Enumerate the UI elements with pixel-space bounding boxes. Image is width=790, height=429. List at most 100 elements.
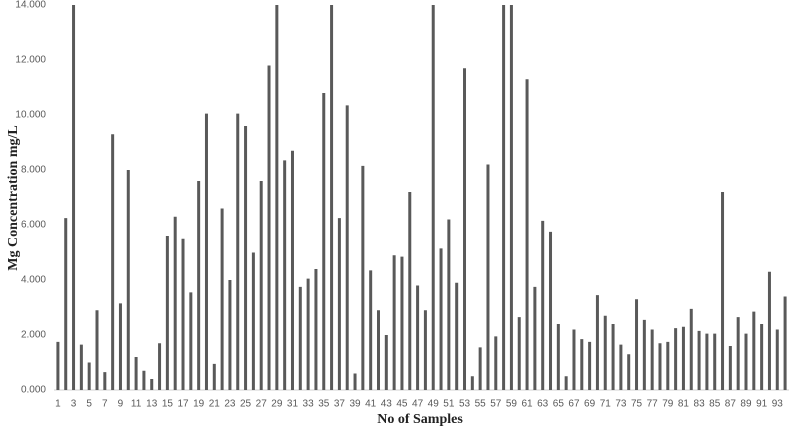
x-tick-label: 37 [334, 399, 346, 410]
x-tick-label: 53 [459, 399, 471, 410]
bar [259, 181, 263, 390]
bar [752, 311, 756, 390]
bar [478, 347, 482, 390]
bar [533, 286, 537, 390]
bar [64, 218, 68, 390]
bar [494, 336, 498, 390]
bar [165, 236, 169, 390]
bar [158, 343, 162, 390]
bar [549, 231, 553, 390]
x-tick-label: 33 [303, 399, 315, 410]
bar [126, 170, 130, 390]
bar [369, 270, 373, 390]
bar [392, 255, 396, 390]
bar [189, 292, 193, 390]
y-tick-label: 8.000 [21, 165, 46, 176]
bar [244, 126, 248, 390]
bar [767, 271, 771, 390]
bar [361, 165, 365, 390]
bar [431, 5, 435, 390]
bar [635, 299, 639, 390]
bar [721, 192, 725, 390]
bar [713, 333, 717, 390]
x-tick-label: 81 [678, 399, 690, 410]
x-tick-label: 75 [631, 399, 643, 410]
x-tick-label: 23 [224, 399, 236, 410]
y-tick-label: 12.000 [15, 55, 46, 66]
bar [470, 376, 474, 390]
bar [463, 68, 467, 390]
bar [181, 238, 185, 390]
bar [111, 134, 115, 390]
bar [314, 269, 318, 390]
x-tick-label: 63 [537, 399, 549, 410]
bar [275, 5, 279, 390]
x-tick-label: 31 [287, 399, 299, 410]
x-tick-label: 35 [318, 399, 330, 410]
bar [650, 329, 654, 390]
bar [447, 219, 451, 390]
y-tick-label: 14.000 [15, 0, 46, 11]
bar [564, 376, 568, 390]
bar [455, 282, 459, 390]
bar [197, 181, 201, 390]
bar [666, 341, 670, 390]
bar [236, 113, 240, 390]
bar [408, 192, 412, 390]
x-tick-label: 73 [615, 399, 627, 410]
bar [674, 328, 678, 390]
x-tick-label: 51 [443, 399, 455, 410]
bar [95, 310, 99, 390]
bar [173, 216, 177, 390]
y-tick-label: 0.000 [21, 385, 46, 396]
bar [228, 280, 232, 390]
y-tick-label: 4.000 [21, 275, 46, 286]
bar [541, 220, 545, 390]
x-tick-label: 69 [584, 399, 596, 410]
y-tick-label: 6.000 [21, 220, 46, 231]
x-tick-label: 61 [521, 399, 533, 410]
x-tick-label: 57 [490, 399, 502, 410]
y-tick-label: 10.000 [15, 110, 46, 121]
bar [204, 113, 208, 390]
bar [134, 357, 138, 390]
bar [556, 324, 560, 390]
x-tick-label: 43 [381, 399, 393, 410]
bar [87, 362, 91, 390]
x-tick-label: 5 [86, 399, 92, 410]
bar [760, 324, 764, 390]
bar [642, 319, 646, 390]
bar [697, 330, 701, 390]
bar [142, 370, 146, 390]
bar [525, 79, 529, 390]
x-tick-label: 9 [118, 399, 124, 410]
x-tick-label: 91 [756, 399, 768, 410]
x-tick-label: 89 [740, 399, 752, 410]
bar [736, 317, 740, 390]
x-tick-label: 55 [475, 399, 487, 410]
y-axis-title: Mg Concentration mg/L [6, 125, 21, 270]
bar [384, 335, 388, 390]
bar [345, 105, 349, 390]
bar [588, 341, 592, 390]
bar [775, 329, 779, 390]
x-tick-label: 17 [177, 399, 189, 410]
bar [595, 295, 599, 390]
bar [509, 5, 513, 390]
bar [251, 252, 255, 390]
bar [376, 310, 380, 390]
bar [439, 248, 443, 390]
x-tick-label: 3 [71, 399, 77, 410]
x-tick-label: 79 [662, 399, 674, 410]
bar [580, 339, 584, 390]
x-tick-label: 29 [271, 399, 283, 410]
x-tick-label: 45 [396, 399, 408, 410]
bar [728, 346, 732, 390]
x-tick-label: 49 [428, 399, 440, 410]
bar [330, 5, 334, 390]
bar [306, 278, 310, 390]
bar [118, 303, 122, 390]
x-tick-label: 19 [193, 399, 205, 410]
x-tick-label: 27 [256, 399, 268, 410]
